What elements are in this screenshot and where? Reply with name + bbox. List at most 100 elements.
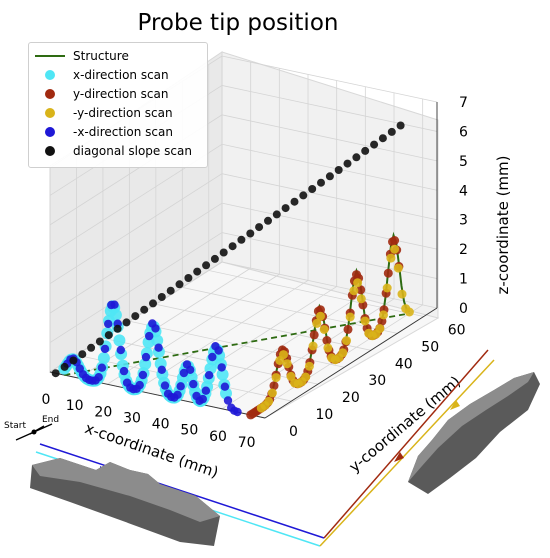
grid-line (49, 173, 438, 285)
y-tick-label: 20 (342, 390, 360, 406)
diagonal-scan-point (378, 134, 387, 143)
diagonal-scan-point (87, 343, 96, 352)
diagonal-scan-point (95, 337, 104, 346)
neg-y-scan-point (279, 350, 288, 360)
neg-y-scan-point (304, 361, 314, 371)
neg-x-scan-point (116, 345, 126, 355)
neg-y-scan-point (386, 253, 396, 263)
neg-x-scan-point (94, 373, 103, 382)
legend-item-structure: Structure (35, 47, 129, 65)
diagonal-scan-point (104, 331, 113, 340)
x-scan-point (216, 368, 229, 381)
y-scan-point (356, 285, 366, 295)
neg-y-scan-point (308, 341, 318, 351)
x-tick-label: 20 (94, 404, 112, 420)
y-scan-point (383, 268, 393, 278)
diagonal-scan-point (140, 305, 149, 314)
diagonal-scan-point (396, 121, 405, 130)
neg-x-scan-point (97, 363, 107, 372)
neg-y-scan-point (267, 388, 277, 398)
legend-label: diagonal slope scan (73, 144, 192, 158)
neg-y-scan-point (286, 371, 296, 381)
diagonal-scan-point (334, 166, 343, 174)
x-tick-label: 10 (66, 398, 84, 414)
legend-item-neg-x-scan: -x-direction scan (35, 123, 173, 141)
start-label: Start (4, 421, 26, 431)
diagonal-scan-point (219, 248, 228, 257)
neg-x-scan-point (104, 319, 113, 329)
diagonal-scan-point (281, 204, 290, 213)
neg-y-scan-point (353, 278, 363, 288)
neg-y-scan-point (319, 325, 329, 334)
neg-y-scan-point (382, 283, 392, 293)
diagonal-scan-point (352, 153, 361, 162)
legend: Structure x-direction scan y-direction s… (28, 42, 208, 168)
neg-y-scan-point (312, 318, 322, 328)
y-scan-point (343, 324, 353, 334)
diagonal-scan-point (370, 140, 379, 149)
z-tick-label: 2 (459, 242, 468, 258)
neg-x-scan-point (151, 324, 160, 333)
neg-y-scan-point (271, 373, 281, 383)
y-scan-point (322, 336, 332, 345)
z-axis-label: z-coordinate (mm) (494, 156, 512, 295)
y-tick-label: 40 (395, 356, 413, 372)
neg-y-scan-point (342, 336, 351, 346)
legend-label: y-direction scan (73, 87, 169, 101)
z-tick-label: 3 (459, 213, 468, 229)
x-tick-label: 50 (180, 423, 198, 439)
grid-line (49, 202, 438, 314)
structure-line-diagonal (64, 312, 410, 376)
diagonal-scan-point (69, 356, 78, 365)
z-tick-label: 1 (459, 272, 468, 288)
neg-x-scan-point (201, 386, 211, 395)
neg-y-scan-point (379, 310, 388, 320)
diagonal-scan-point (166, 286, 175, 295)
x-tick-label: 40 (152, 417, 170, 433)
neg-x-scan-point (220, 382, 230, 391)
diagonal-scan-point (264, 216, 272, 225)
neg-y-scan-point (397, 289, 407, 299)
chart-marks (51, 121, 414, 420)
neg-x-scan-point (208, 352, 217, 362)
neg-x-scan-point (154, 343, 163, 352)
diagonal-scan-point (361, 146, 370, 155)
scan-direction-indicator: Start End (4, 415, 59, 441)
neg-y-scan-point (301, 372, 311, 382)
diagonal-scan-point (255, 223, 264, 232)
x-scan-point (109, 309, 122, 321)
neg-x-scan-point (173, 390, 182, 399)
z-tick-label: 0 (459, 301, 468, 317)
neg-x-scan-point (186, 365, 195, 374)
legend-item-y-scan: y-direction scan (35, 85, 168, 103)
diagonal-scan-point (246, 229, 255, 238)
y-tick-label: 10 (315, 407, 333, 423)
neg-y-scan-point (264, 396, 274, 406)
diagonal-scan-point (175, 280, 184, 289)
z-tick-label: 6 (459, 124, 468, 140)
neg-x-scan-point (233, 407, 242, 417)
neg-x-scan-point (217, 363, 226, 372)
diagonal-scan-point (317, 178, 325, 187)
diagonal-scan-point (184, 274, 193, 282)
diagonal-scan-point (272, 210, 281, 219)
neg-y-scan-point (316, 311, 325, 321)
neg-y-scan-point (338, 348, 348, 358)
diagonal-scan-point (51, 369, 60, 378)
neg-x-scan-point (157, 365, 166, 374)
axis-ticks: 0 10 20 30 40 50 60 70 0 10 20 30 40 50 60 0 1 2 3 4 5 6 7 (42, 95, 468, 451)
diagonal-scan-point (299, 191, 308, 200)
legend-label: Structure (73, 49, 129, 63)
legend-label: -y-direction scan (73, 106, 173, 120)
y-scan-point (390, 236, 400, 245)
neg-y-scan-point (393, 263, 403, 273)
neg-x-scan-point (179, 368, 189, 378)
z-tick-label: 7 (459, 95, 468, 111)
diagonal-scan-point (193, 267, 202, 276)
y-tick-label: 50 (421, 339, 439, 355)
neg-x-scan-point (198, 394, 207, 404)
grid-line (49, 114, 438, 226)
neg-x-scan-point (176, 382, 185, 391)
neg-y-scan-point (390, 244, 400, 254)
neg-y-scan-point (349, 286, 359, 296)
